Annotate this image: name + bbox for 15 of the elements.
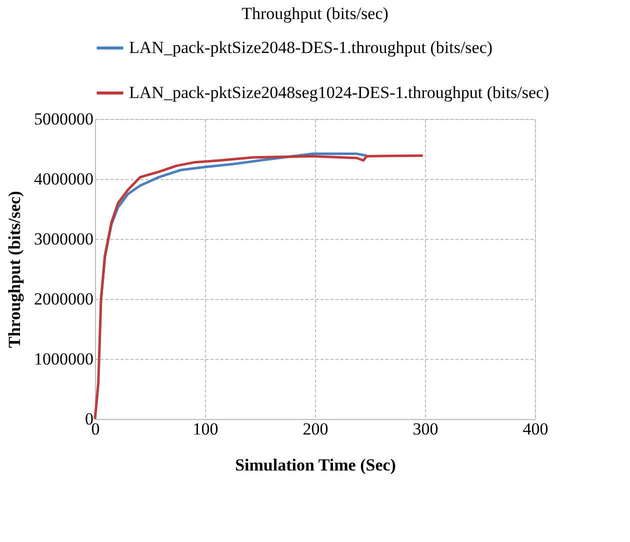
- x-tick-label: 400: [522, 420, 548, 438]
- y-tick-label: 4000000: [34, 170, 94, 188]
- x-tick-label: 200: [302, 420, 328, 438]
- y-tick-label: 5000000: [34, 110, 94, 128]
- y-tick-label: 3000000: [34, 230, 94, 248]
- legend-label: LAN_pack-pktSize2048-DES-1.throughput (bits/sec): [129, 38, 493, 57]
- x-tick-label: 300: [412, 420, 438, 438]
- x-axis-title: Simulation Time (Sec): [235, 456, 396, 474]
- legend-label: LAN_pack-pktSize2048seg1024-DES-1.throughput (bits/sec): [129, 83, 550, 102]
- y-tick-label: 1000000: [34, 350, 94, 368]
- y-tick-label: 2000000: [34, 290, 94, 308]
- chart-title: Throughput (bits/sec): [242, 4, 388, 23]
- x-tick-label: 100: [192, 420, 218, 438]
- y-axis-title: Throughput (bits/sec): [5, 191, 24, 348]
- line-series: [94, 154, 424, 420]
